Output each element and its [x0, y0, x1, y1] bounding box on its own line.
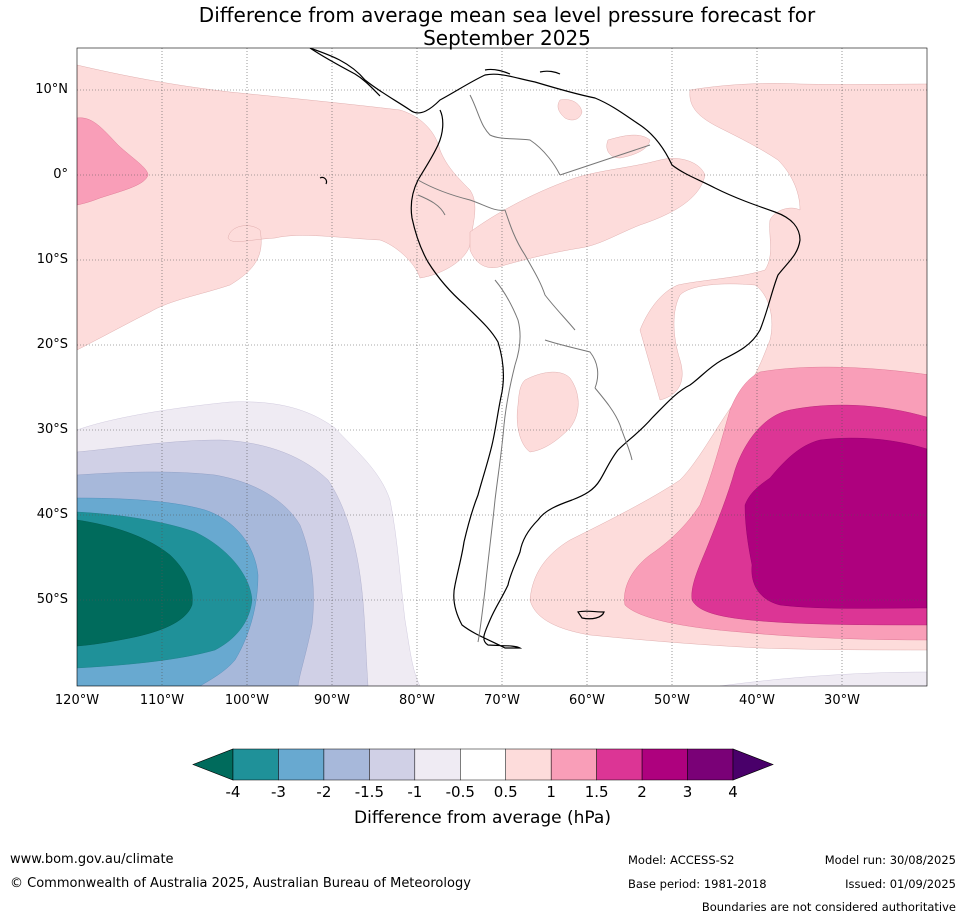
- boundary-brazil-west: [504, 209, 576, 331]
- footer-website[interactable]: www.bom.gov.au/climate: [10, 852, 174, 867]
- lon-label-100w: 100°W: [224, 693, 270, 708]
- lat-label-0: 0°: [53, 167, 68, 182]
- colorbar-tick-label: -1: [407, 783, 423, 801]
- footer-issued: Issued: 01/09/2025: [845, 877, 956, 891]
- caribbean-islands: [484, 68, 561, 75]
- lon-label-30w: 30°W: [824, 693, 860, 708]
- colorbar-tick-label: -2: [316, 783, 332, 801]
- boundary-colombia-venezuela: [469, 94, 561, 176]
- colorbar-tick-label: 3: [682, 783, 693, 801]
- boundary-peru-bolivia: [494, 279, 521, 366]
- country-boundaries: [417, 94, 651, 643]
- contour-neg-4: [77, 519, 193, 647]
- lat-label-40s: 40°S: [36, 507, 68, 522]
- boundary-colombia-peru: [417, 179, 506, 211]
- footer-boundaries: Boundaries are not considered authoritat…: [701, 900, 956, 914]
- colorbar-tick-label: 0.5: [493, 783, 518, 801]
- colorbar-segment: [232, 748, 279, 781]
- boundary-argentina-uruguay: [594, 387, 633, 461]
- colorbar-arrow-low: [192, 748, 234, 781]
- colorbar-tick-label: -1.5: [354, 783, 384, 801]
- contour-pink-north: [469, 158, 706, 268]
- contour-rose-pacific: [77, 117, 149, 206]
- colorbar-tick-label: -0.5: [445, 783, 475, 801]
- colorbar: [192, 748, 774, 781]
- colorbar-segment: [505, 748, 552, 781]
- colorbar-segment: [369, 748, 416, 781]
- colorbar-tick-label: 1.5: [584, 783, 609, 801]
- falklands: [577, 610, 605, 620]
- colorbar-segment: [596, 748, 643, 781]
- contour-pink-pacific: [77, 64, 476, 351]
- lat-label-30s: 30°S: [36, 422, 68, 437]
- colorbar-title: Difference from average (hPa): [354, 808, 611, 828]
- colorbar-tick-label: -4: [225, 783, 241, 801]
- colorbar-tick-label: -3: [270, 783, 286, 801]
- contour-pink-north-2: [557, 99, 583, 121]
- contour-pink-north-3: [606, 134, 651, 159]
- colorbar-segment: [323, 748, 370, 781]
- colorbar-segment: [687, 748, 734, 781]
- lon-label-90w: 90°W: [314, 693, 350, 708]
- boundary-bolivia-paraguay: [544, 339, 599, 389]
- colorbar-tick-label: 4: [728, 783, 738, 801]
- boundary-guianas: [559, 144, 651, 176]
- lat-label-20s: 20°S: [36, 337, 68, 352]
- lon-label-120w: 120°W: [54, 693, 100, 708]
- graticule: [77, 48, 927, 686]
- boundary-argentina-chile: [477, 364, 516, 643]
- galapagos: [319, 176, 328, 185]
- south-america-coastline: [309, 48, 801, 649]
- contour-fills: [77, 64, 927, 686]
- colorbar-segment: [641, 748, 688, 781]
- colorbar-segment: [550, 748, 597, 781]
- footer-model: Model: ACCESS-S2: [628, 853, 735, 867]
- map-title: Difference from average mean sea level p…: [0, 4, 965, 50]
- lon-label-110w: 110°W: [139, 693, 185, 708]
- contour-neg-south: [719, 671, 927, 686]
- footer-base-period: Base period: 1981-2018: [628, 877, 767, 891]
- footer-model-run: Model run: 30/08/2025: [824, 853, 956, 867]
- lon-label-40w: 40°W: [739, 693, 775, 708]
- title-line-2: September 2025: [423, 26, 591, 50]
- contour-pink-land: [517, 371, 579, 453]
- map-frame: [76, 47, 928, 687]
- lon-label-50w: 50°W: [654, 693, 690, 708]
- contour-purple-core: [744, 437, 927, 609]
- boundary-ecuador: [417, 194, 446, 216]
- footer-copyright: © Commonwealth of Australia 2025, Austra…: [10, 876, 471, 891]
- title-line-1: Difference from average mean sea level p…: [198, 3, 816, 27]
- coastlines: [309, 48, 801, 649]
- lat-label-50s: 50°S: [36, 592, 68, 607]
- colorbar-segment: [278, 748, 325, 781]
- colorbar-tick-label: 2: [637, 783, 647, 801]
- lon-label-60w: 60°W: [569, 693, 605, 708]
- lon-label-70w: 70°W: [484, 693, 520, 708]
- colorbar-tick-label: 1: [546, 783, 556, 801]
- colorbar-segment: [460, 748, 506, 781]
- central-america-coast: [309, 48, 381, 97]
- colorbar-arrow-high: [732, 748, 774, 781]
- lat-label-10s: 10°S: [36, 252, 68, 267]
- lon-label-80w: 80°W: [399, 693, 435, 708]
- lat-label-10n: 10°N: [35, 82, 68, 97]
- colorbar-segment: [414, 748, 461, 781]
